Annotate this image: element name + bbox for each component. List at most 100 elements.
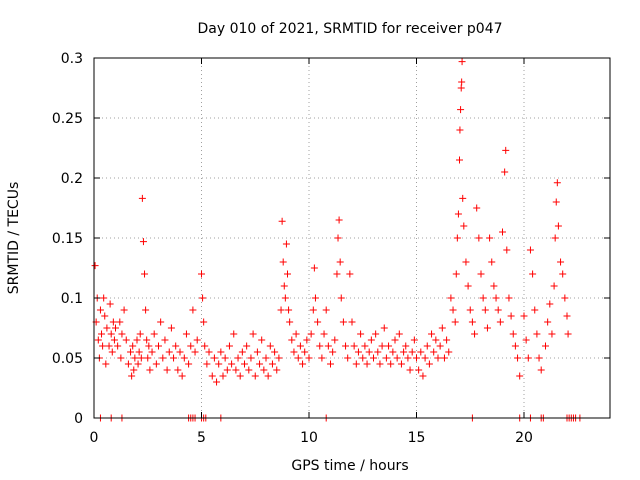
data-point	[423, 342, 431, 350]
data-point	[548, 330, 556, 338]
y-tick-label: 0.3	[61, 51, 83, 67]
data-point	[301, 348, 309, 356]
data-point	[294, 354, 302, 362]
data-point	[464, 282, 472, 290]
y-tick-label: 0.05	[52, 351, 83, 367]
data-point	[563, 312, 571, 320]
data-point	[180, 354, 188, 362]
data-point	[106, 300, 114, 308]
grid-lines	[94, 58, 610, 418]
data-point	[339, 318, 347, 326]
data-point	[466, 306, 474, 314]
data-point	[483, 324, 491, 332]
data-point	[406, 366, 414, 374]
data-point	[333, 270, 341, 278]
data-point	[189, 306, 197, 314]
data-point	[438, 324, 446, 332]
x-tick-label: 10	[300, 430, 318, 446]
data-point	[288, 336, 296, 344]
data-point	[387, 360, 395, 368]
data-point	[425, 360, 433, 368]
data-point	[385, 342, 393, 350]
y-tick-label: 0.15	[52, 231, 83, 247]
tick-labels: 0 0.05 0.1 0.15 0.2 0.25 0.3 0 5 10 15 20	[52, 51, 533, 446]
data-point	[361, 342, 369, 350]
data-point	[365, 348, 373, 356]
y-tick-label: 0.25	[52, 111, 83, 127]
data-point	[249, 330, 257, 338]
data-point	[128, 372, 136, 380]
data-point	[346, 270, 354, 278]
data-point	[127, 348, 135, 356]
data-point	[199, 294, 207, 302]
data-point	[415, 366, 423, 374]
data-point	[161, 336, 169, 344]
data-point	[174, 366, 182, 374]
data-point	[281, 294, 289, 302]
data-point	[96, 306, 104, 314]
data-point	[520, 312, 528, 320]
data-point	[258, 336, 266, 344]
data-point	[413, 354, 420, 362]
data-point	[337, 294, 345, 302]
data-point	[458, 58, 466, 66]
data-point	[253, 348, 261, 356]
data-point	[193, 336, 201, 344]
data-point	[117, 354, 125, 362]
data-point	[524, 354, 532, 362]
data-point	[561, 294, 569, 302]
data-point	[172, 342, 180, 350]
data-point	[135, 348, 143, 356]
data-point	[382, 354, 390, 362]
data-point	[395, 330, 403, 338]
data-point	[219, 372, 227, 380]
data-point	[490, 282, 498, 290]
data-point	[505, 294, 513, 302]
data-point	[458, 78, 466, 86]
data-point	[327, 360, 334, 368]
data-point	[133, 336, 141, 344]
data-point	[109, 318, 117, 326]
data-point	[107, 330, 115, 338]
data-point	[118, 330, 126, 338]
data-point	[129, 342, 137, 350]
data-point	[507, 312, 515, 320]
data-point	[105, 342, 113, 350]
data-point	[348, 318, 356, 326]
data-point	[404, 354, 412, 362]
data-point	[557, 258, 565, 266]
data-point	[363, 360, 371, 368]
data-point	[554, 222, 562, 230]
data-point	[451, 318, 459, 326]
data-point	[488, 258, 496, 266]
data-point	[134, 360, 142, 368]
data-point	[434, 354, 442, 362]
data-point	[290, 348, 298, 356]
data-point	[400, 348, 408, 356]
data-point	[344, 354, 352, 362]
y-tick-label: 0.1	[61, 291, 83, 307]
data-point	[537, 366, 545, 374]
data-point	[311, 294, 319, 302]
data-point	[502, 146, 510, 154]
data-point	[163, 366, 171, 374]
data-point	[262, 354, 270, 362]
data-point	[167, 324, 175, 332]
data-point	[462, 258, 470, 266]
data-point	[217, 348, 225, 356]
data-point	[475, 234, 483, 242]
data-point	[542, 342, 549, 350]
data-point	[526, 246, 534, 254]
data-point	[374, 348, 382, 356]
y-tick-label: 0	[74, 411, 83, 427]
data-point	[178, 372, 186, 380]
data-point	[314, 318, 322, 326]
data-point	[503, 246, 511, 254]
data-point	[247, 354, 255, 362]
axis-ticks	[93, 57, 610, 419]
data-point	[378, 342, 386, 350]
data-point	[91, 262, 99, 270]
data-point	[421, 354, 429, 362]
data-point	[402, 342, 410, 350]
